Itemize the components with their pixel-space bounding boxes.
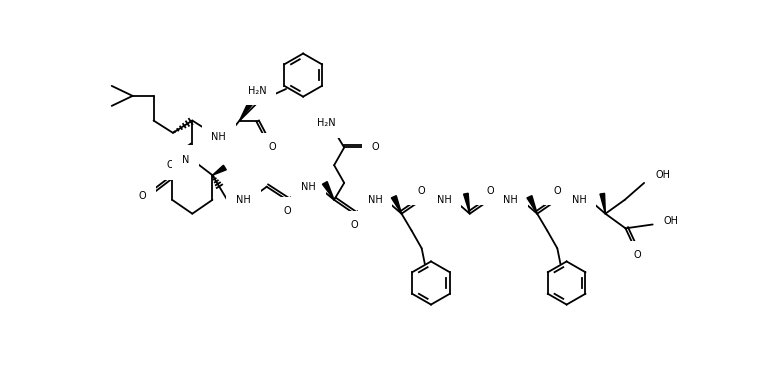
Text: O: O	[486, 186, 493, 196]
Text: NH: NH	[572, 195, 586, 205]
Text: NH: NH	[437, 195, 451, 205]
Text: NH: NH	[301, 182, 316, 192]
Text: O: O	[283, 206, 291, 216]
Polygon shape	[527, 196, 537, 214]
Polygon shape	[322, 181, 334, 200]
Text: O: O	[633, 250, 641, 260]
Text: OH: OH	[663, 216, 679, 227]
Text: O: O	[371, 142, 379, 152]
Text: O: O	[418, 186, 425, 196]
Text: O: O	[139, 191, 146, 201]
Text: OH: OH	[656, 170, 671, 180]
Polygon shape	[464, 193, 470, 214]
Polygon shape	[391, 196, 401, 214]
Text: O: O	[554, 186, 561, 196]
Text: NH: NH	[211, 132, 226, 142]
Polygon shape	[600, 193, 605, 214]
Text: NH: NH	[236, 195, 251, 205]
Text: NH: NH	[504, 195, 518, 205]
Polygon shape	[239, 97, 256, 121]
Text: O: O	[350, 220, 358, 230]
Polygon shape	[213, 165, 226, 175]
Text: N: N	[181, 155, 189, 165]
Text: O: O	[166, 160, 174, 170]
Text: H₂N: H₂N	[317, 118, 335, 128]
Text: NH: NH	[368, 195, 382, 205]
Text: H₂N: H₂N	[248, 86, 267, 96]
Text: O: O	[268, 142, 276, 152]
